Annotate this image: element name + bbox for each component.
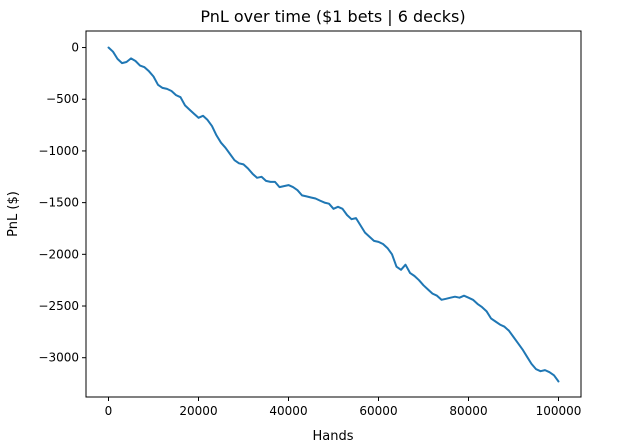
x-tick-label: 100000 xyxy=(536,404,582,418)
y-axis: 0 −500 −1000 −1500 −2000 −2500 −3000 xyxy=(38,41,86,365)
pnl-series-line xyxy=(107,46,560,383)
x-tick-label: 0 xyxy=(105,404,113,418)
y-tick-label: 0 xyxy=(71,41,79,55)
y-tick-label: −2000 xyxy=(38,247,79,261)
y-axis-label: PnL ($) xyxy=(6,191,21,237)
y-tick-label: −1000 xyxy=(38,144,79,158)
x-tick-label: 40000 xyxy=(269,404,307,418)
x-axis: 0 20000 40000 60000 80000 100000 xyxy=(105,397,582,418)
x-tick-label: 80000 xyxy=(449,404,487,418)
x-axis-label: Hands xyxy=(312,429,353,444)
y-tick-label: −500 xyxy=(46,92,79,106)
x-tick-label: 60000 xyxy=(359,404,397,418)
x-tick-label: 20000 xyxy=(179,404,217,418)
y-tick-label: −2500 xyxy=(38,299,79,313)
y-tick-label: −3000 xyxy=(38,351,79,365)
plot-frame xyxy=(85,30,582,398)
plot-layer xyxy=(107,46,560,383)
y-tick-label: −1500 xyxy=(38,196,79,210)
chart-title: PnL over time ($1 bets | 6 decks) xyxy=(200,7,465,26)
